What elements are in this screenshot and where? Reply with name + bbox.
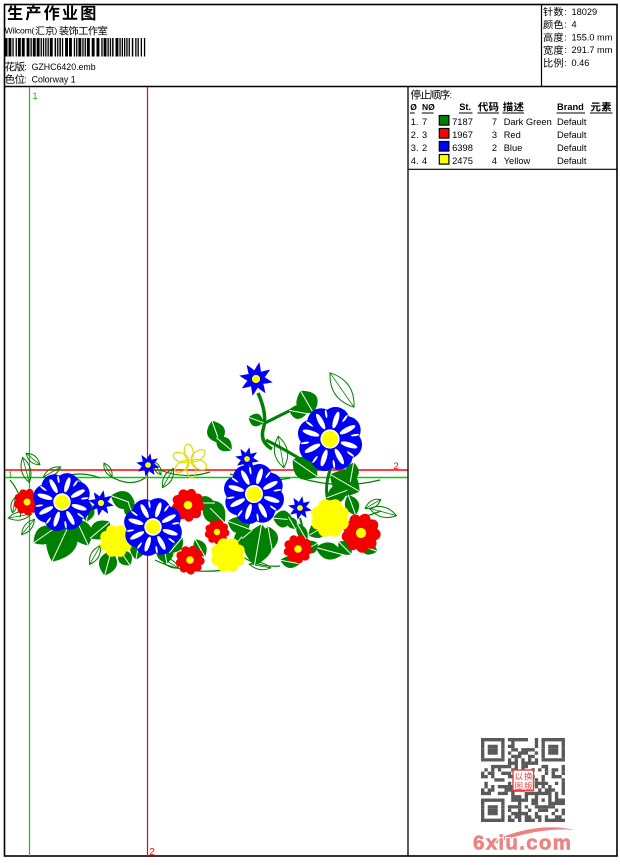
svg-text:2: 2 <box>394 461 399 472</box>
svg-text:2475: 2475 <box>452 155 473 166</box>
svg-text:0.46: 0.46 <box>572 58 590 68</box>
svg-text:Default: Default <box>557 156 587 166</box>
svg-text:Ø: Ø <box>410 102 417 112</box>
svg-text:Default: Default <box>557 117 587 127</box>
svg-text:7: 7 <box>492 117 497 127</box>
svg-text:6xiu.com: 6xiu.com <box>473 832 572 855</box>
svg-text:Red: Red <box>504 130 521 140</box>
svg-text::: : <box>24 62 27 72</box>
svg-text:3.: 3. <box>411 143 419 153</box>
svg-text:Default: Default <box>557 143 587 153</box>
svg-text:1.: 1. <box>411 117 419 127</box>
svg-text:St.: St. <box>459 102 471 112</box>
svg-text:3: 3 <box>422 130 427 140</box>
svg-text:2: 2 <box>492 143 497 153</box>
svg-text::: : <box>24 75 27 85</box>
svg-text::: : <box>564 45 567 55</box>
svg-text:18029: 18029 <box>572 7 598 17</box>
svg-text::: : <box>564 20 567 30</box>
svg-text:4: 4 <box>492 156 497 166</box>
svg-text:Blue: Blue <box>504 143 523 153</box>
svg-text:4: 4 <box>572 20 577 30</box>
svg-text::: : <box>450 90 453 100</box>
svg-text:3: 3 <box>492 130 497 140</box>
svg-text:6398: 6398 <box>452 142 473 153</box>
svg-text:4: 4 <box>422 156 427 166</box>
svg-text:Default: Default <box>557 130 587 140</box>
svg-text:7: 7 <box>422 117 427 127</box>
svg-text:GZHC6420.emb: GZHC6420.emb <box>32 62 96 72</box>
svg-text:6xiu.com: 6xiu.com <box>473 832 572 855</box>
svg-text:155.0 mm: 155.0 mm <box>572 32 613 42</box>
svg-text:Yellow: Yellow <box>504 156 531 166</box>
svg-text:4.: 4. <box>411 156 419 166</box>
svg-text:2: 2 <box>149 847 155 858</box>
svg-text::: : <box>564 32 567 42</box>
svg-text:Colorway 1: Colorway 1 <box>32 75 76 85</box>
svg-text::: : <box>564 58 567 68</box>
svg-text:1967: 1967 <box>452 129 473 140</box>
svg-text:291.7 mm: 291.7 mm <box>572 45 613 55</box>
svg-text:2.: 2. <box>411 130 419 140</box>
svg-text:): ) <box>54 26 57 36</box>
svg-text:Wilcom(: Wilcom( <box>5 26 35 36</box>
svg-text:Dark Green: Dark Green <box>504 117 552 127</box>
svg-text::: : <box>564 7 567 17</box>
svg-text:NØ: NØ <box>422 102 435 112</box>
svg-text:Brand: Brand <box>557 102 584 112</box>
svg-text:1: 1 <box>33 91 38 101</box>
svg-text:1: 1 <box>8 470 13 479</box>
svg-text:7187: 7187 <box>452 116 473 127</box>
svg-text:2: 2 <box>422 143 427 153</box>
